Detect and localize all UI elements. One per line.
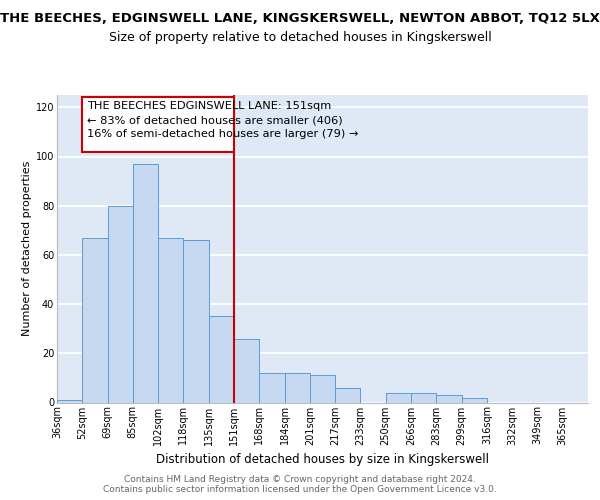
Bar xyxy=(436,395,461,402)
X-axis label: Distribution of detached houses by size in Kingskerswell: Distribution of detached houses by size … xyxy=(156,453,489,466)
Text: Size of property relative to detached houses in Kingskerswell: Size of property relative to detached ho… xyxy=(109,31,491,44)
Bar xyxy=(284,373,310,402)
Bar xyxy=(234,338,259,402)
Bar xyxy=(259,373,284,402)
Y-axis label: Number of detached properties: Number of detached properties xyxy=(22,161,32,336)
Bar xyxy=(82,238,107,402)
Bar xyxy=(386,392,411,402)
Text: THE BEECHES, EDGINSWELL LANE, KINGSKERSWELL, NEWTON ABBOT, TQ12 5LX: THE BEECHES, EDGINSWELL LANE, KINGSKERSW… xyxy=(0,12,600,26)
Bar xyxy=(57,400,82,402)
Text: Contains HM Land Registry data © Crown copyright and database right 2024.
Contai: Contains HM Land Registry data © Crown c… xyxy=(103,474,497,494)
Bar xyxy=(184,240,209,402)
Bar xyxy=(158,238,184,402)
FancyBboxPatch shape xyxy=(82,98,234,152)
Bar xyxy=(209,316,234,402)
Bar xyxy=(107,206,133,402)
Bar xyxy=(310,376,335,402)
Bar xyxy=(335,388,361,402)
Bar xyxy=(133,164,158,402)
Text: THE BEECHES EDGINSWELL LANE: 151sqm
← 83% of detached houses are smaller (406)
1: THE BEECHES EDGINSWELL LANE: 151sqm ← 83… xyxy=(88,101,359,139)
Bar xyxy=(461,398,487,402)
Bar xyxy=(411,392,436,402)
